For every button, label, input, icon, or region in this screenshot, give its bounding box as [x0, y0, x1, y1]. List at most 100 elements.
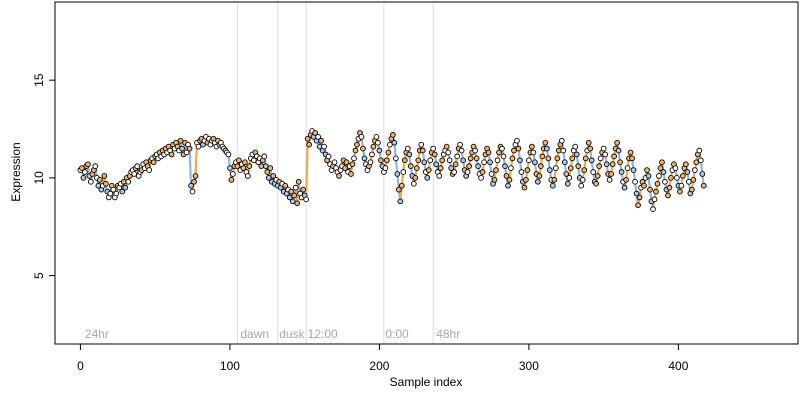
data-point-266: [475, 163, 481, 170]
data-point-398: [672, 165, 679, 171]
y-tick-label-1: 10: [32, 171, 46, 185]
data-point-178: [343, 159, 350, 166]
phase-label-1: dawn: [240, 327, 269, 341]
data-point-217: [401, 157, 408, 164]
data-point-181: [348, 171, 354, 177]
data-point-210: [391, 139, 398, 146]
trace-segment-151: [305, 137, 309, 201]
data-point-79: [195, 143, 202, 150]
data-point-311: [542, 139, 549, 146]
data-point-260: [466, 163, 472, 170]
data-point-402: [678, 182, 685, 189]
data-point-275: [488, 171, 495, 177]
data-point-409: [689, 186, 695, 193]
data-point-124: [262, 163, 269, 170]
data-point-371: [632, 178, 638, 185]
data-point-113: [246, 163, 253, 170]
data-point-153: [306, 141, 312, 148]
data-point-123: [261, 153, 268, 160]
data-point-394: [666, 184, 673, 191]
data-point-343: [590, 169, 597, 175]
data-point-190: [361, 155, 368, 162]
data-point-102: [230, 171, 236, 177]
data-point-410: [690, 176, 697, 183]
data-point-294: [517, 157, 523, 164]
data-point-7: [88, 178, 94, 185]
data-point-270: [481, 159, 487, 166]
data-point-106: [236, 157, 242, 164]
data-point-46: [146, 167, 153, 173]
data-point-302: [529, 143, 535, 150]
data-point-327: [566, 175, 573, 181]
data-point-248: [448, 165, 455, 171]
data-point-166: [325, 153, 332, 160]
data-point-414: [696, 147, 703, 154]
y-tick-label-2: 15: [32, 73, 46, 87]
data-point-292: [514, 137, 520, 144]
data-point-268: [478, 175, 484, 181]
data-point-250: [451, 169, 458, 175]
y-axis: 5 10 15: [32, 73, 56, 279]
data-point-369: [629, 155, 635, 162]
data-point-346: [594, 173, 601, 179]
data-point-366: [624, 165, 631, 171]
data-point-129: [270, 173, 277, 179]
data-point-417: [700, 182, 707, 189]
data-point-182: [349, 161, 356, 168]
data-point-247: [446, 157, 453, 164]
data-point-144: [292, 184, 299, 191]
data-point-372: [633, 190, 640, 197]
data-point-377: [641, 182, 647, 189]
data-point-341: [587, 145, 594, 152]
data-point-303: [530, 149, 537, 156]
data-point-284: [502, 163, 508, 170]
data-point-401: [677, 188, 683, 195]
data-point-141: [288, 188, 295, 195]
data-point-140: [286, 194, 293, 201]
x-tick-label-2: 200: [369, 359, 389, 373]
data-point-359: [614, 139, 620, 146]
data-point-354: [606, 176, 613, 183]
phase-label-2: dusk: [279, 327, 305, 341]
data-point-412: [693, 159, 700, 166]
data-point-240: [436, 173, 443, 179]
data-point-335: [578, 182, 585, 189]
data-point-280: [496, 149, 502, 156]
data-point-101: [228, 176, 235, 183]
data-point-223: [410, 180, 417, 187]
data-point-236: [430, 145, 437, 152]
data-point-317: [551, 176, 558, 183]
data-point-282: [499, 145, 505, 152]
data-point-329: [569, 155, 576, 162]
data-point-313: [545, 155, 552, 162]
data-point-386: [654, 180, 661, 187]
data-point-383: [650, 206, 656, 213]
data-point-225: [413, 165, 420, 171]
data-point-10: [92, 163, 99, 170]
data-point-75: [189, 188, 196, 195]
data-point-273: [485, 149, 492, 156]
data-point-161: [318, 137, 324, 144]
data-point-407: [686, 178, 692, 185]
data-point-338: [582, 155, 589, 162]
data-point-38: [134, 163, 141, 170]
data-point-264: [472, 147, 478, 154]
data-point-226: [415, 157, 422, 164]
data-point-3: [82, 169, 88, 175]
data-point-348: [597, 155, 604, 162]
data-point-285: [503, 173, 510, 179]
data-point-204: [382, 165, 389, 171]
data-point-307: [536, 173, 543, 179]
data-point-189: [360, 145, 366, 152]
data-point-399: [674, 175, 680, 181]
data-point-318: [552, 165, 559, 171]
data-point-170: [331, 159, 338, 166]
y-axis-label: Expression: [9, 142, 23, 201]
phase-label-3: 12:00: [308, 327, 338, 341]
data-point-228: [418, 141, 425, 148]
data-point-146: [295, 178, 302, 185]
data-point-241: [437, 165, 444, 171]
data-point-127: [267, 165, 274, 171]
data-point-30: [122, 184, 129, 191]
data-point-5: [85, 161, 91, 168]
